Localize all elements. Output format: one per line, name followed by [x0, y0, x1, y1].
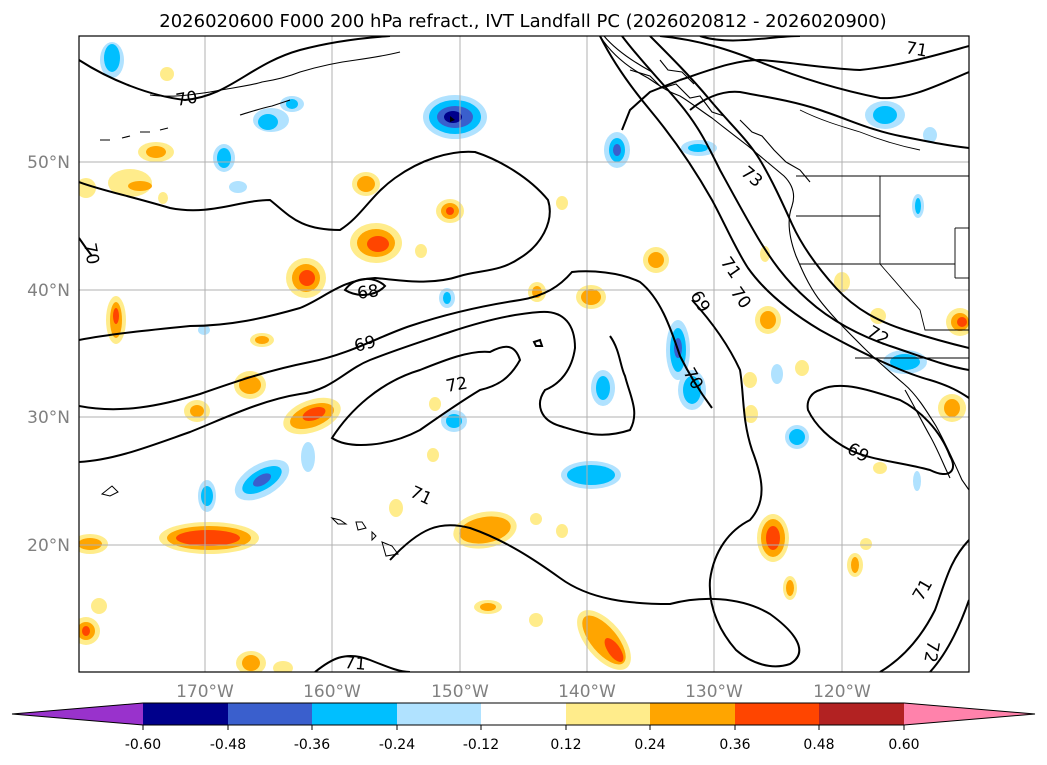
colorbar-tick-label: 0.12: [550, 737, 581, 753]
contour-label: 68: [356, 281, 380, 304]
colorbar-segment: [481, 703, 566, 725]
colorbar-extend-high: [904, 703, 1035, 725]
contour-label: 70: [79, 241, 102, 266]
colorbar-tick-label: 0.48: [803, 737, 834, 753]
refractivity-contours: [79, 36, 969, 672]
colorbar-segment: [735, 703, 819, 725]
map-background: [79, 36, 969, 672]
map-panel: 70 70 68 69 72 71 71 73 71 70 69 72 70 6…: [27, 35, 970, 702]
latitude-labels: 50°N 40°N 30°N 20°N: [27, 153, 70, 556]
colorbar-tick-label: -0.24: [379, 737, 415, 753]
colorbar-segment: [650, 703, 735, 725]
colorbar-segment: [819, 703, 904, 725]
lat-tick-label: 50°N: [27, 153, 70, 173]
colorbar-tick-label: 0.36: [719, 737, 750, 753]
colorbar-ticks: [142, 725, 905, 730]
contour-label: 71: [344, 653, 367, 675]
graticule: [79, 36, 969, 672]
contour-label: 71: [904, 38, 929, 61]
colorbar: -0.60 -0.48 -0.36 -0.24 -0.12 0.12 0.24 …: [11, 702, 1036, 753]
colorbar-tick-label: -0.36: [294, 737, 330, 753]
colorbar-tick-label: -0.48: [210, 737, 246, 753]
colorbar-segment: [143, 703, 228, 725]
lon-tick-label: 150°W: [431, 682, 489, 702]
colorbar-segment: [397, 703, 481, 725]
lon-tick-label: 130°W: [685, 682, 743, 702]
colorbar-tick-label: -0.12: [463, 737, 499, 753]
lon-tick-label: 160°W: [303, 682, 361, 702]
lon-tick-label: 140°W: [558, 682, 616, 702]
contour-label: 72: [444, 373, 469, 396]
map-frame: [78, 35, 970, 673]
lon-tick-label: 120°W: [813, 682, 871, 702]
contour-label: 70: [174, 87, 199, 110]
lon-tick-label: 170°W: [176, 682, 234, 702]
land-features: [100, 116, 455, 557]
contour-label: 72: [919, 639, 942, 664]
map-title: 2026020600 F000 200 hPa refract., IVT La…: [159, 11, 886, 32]
colorbar-extend-low: [12, 703, 143, 725]
lat-tick-label: 30°N: [27, 408, 70, 428]
colorbar-tick-label: 0.60: [888, 737, 919, 753]
lat-tick-label: 40°N: [27, 281, 70, 301]
colorbar-segment: [566, 703, 650, 725]
colorbar-tick-label: 0.24: [634, 737, 665, 753]
colorbar-segment: [312, 703, 397, 725]
longitude-labels: 170°W 160°W 150°W 140°W 130°W 120°W: [176, 682, 871, 702]
colorbar-segment: [228, 703, 312, 725]
lat-tick-label: 20°N: [27, 536, 70, 556]
colorbar-tick-label: -0.60: [125, 737, 161, 753]
